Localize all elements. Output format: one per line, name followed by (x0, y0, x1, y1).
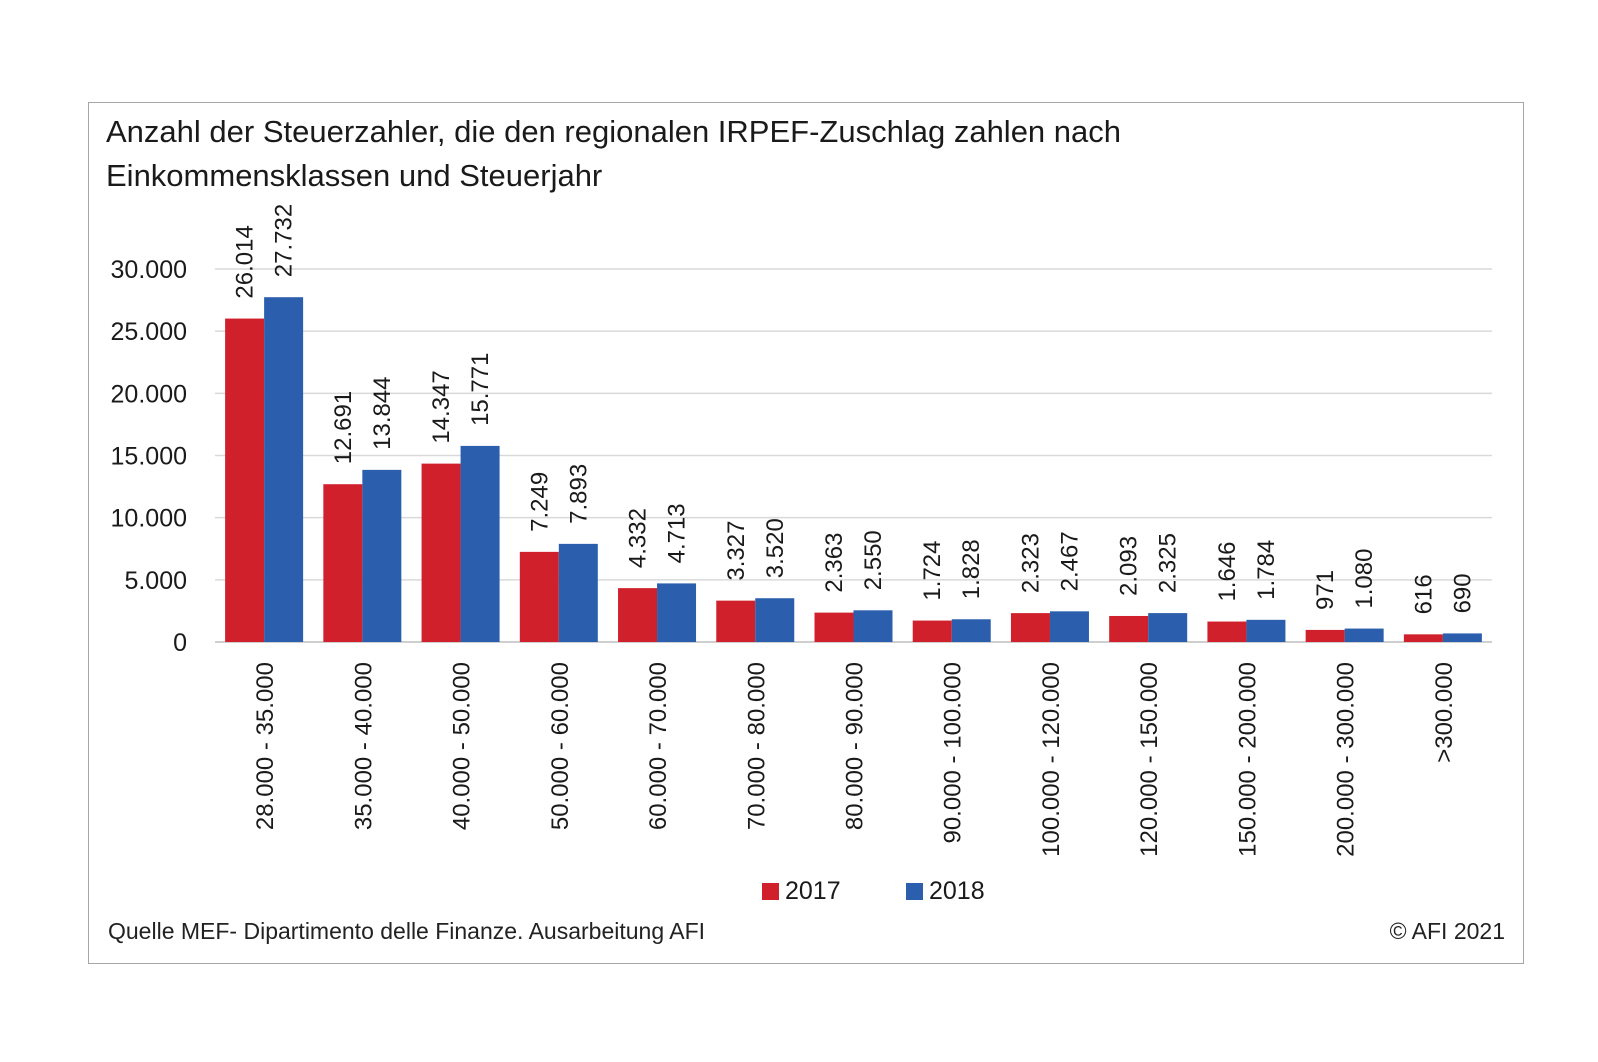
data-label-2017-1: 12.691 (330, 391, 357, 464)
bar-2018-4 (657, 583, 697, 642)
x-tick-label: >300.000 (1431, 662, 1458, 763)
data-label-2017-10: 1.646 (1214, 541, 1241, 601)
data-label-2018-11: 1.080 (1351, 549, 1378, 609)
y-tick-label: 15.000 (111, 443, 187, 471)
x-tick-label: 150.000 - 200.000 (1234, 662, 1261, 857)
bar-2017-6 (814, 612, 854, 642)
bar-2017-12 (1403, 634, 1443, 642)
chart-title-line-2: Einkommensklassen und Steuerjahr (106, 158, 603, 193)
bar-2018-7 (951, 619, 991, 642)
bar-2018-5 (755, 598, 795, 642)
data-label-2018-9: 2.325 (1155, 533, 1182, 593)
y-tick-label: 0 (173, 629, 187, 657)
y-tick-label: 5.000 (124, 567, 187, 595)
data-label-2018-7: 1.828 (958, 539, 985, 599)
bar-2018-1 (362, 469, 402, 642)
data-label-2017-6: 2.363 (821, 533, 848, 593)
bar-2018-10 (1246, 619, 1286, 642)
data-label-2017-2: 14.347 (428, 370, 455, 443)
legend-swatch-2018 (906, 882, 923, 900)
source-note: Quelle MEF- Dipartimento delle Finanze. … (108, 918, 706, 944)
bar-2017-9 (1109, 615, 1149, 642)
bar-2018-12 (1442, 633, 1482, 642)
data-label-2018-1: 13.844 (369, 376, 396, 449)
bar-2017-3 (519, 551, 559, 642)
chart-title: Anzahl der Steuerzahler, die den regiona… (106, 110, 1306, 198)
data-label-2018-2: 15.771 (467, 353, 494, 426)
chart-title-line-1: Anzahl der Steuerzahler, die den regiona… (106, 114, 1122, 149)
data-label-2018-4: 4.713 (664, 503, 691, 563)
x-tick-label: 80.000 - 90.000 (842, 662, 869, 830)
x-tick-label: 100.000 - 120.000 (1038, 662, 1065, 857)
y-tick-label: 30.000 (111, 256, 187, 284)
data-label-2018-3: 7.893 (565, 464, 592, 524)
bar-2018-3 (558, 543, 598, 642)
data-label-2018-12: 690 (1449, 573, 1476, 613)
x-tick-label: 200.000 - 300.000 (1333, 662, 1360, 857)
legend-label-2017: 2017 (785, 876, 841, 905)
bar-2018-8 (1049, 611, 1089, 642)
data-label-2018-6: 2.550 (860, 530, 887, 590)
data-label-2017-11: 971 (1312, 570, 1339, 610)
y-tick-label: 10.000 (111, 505, 187, 533)
y-tick-label: 20.000 (111, 380, 187, 408)
x-tick-label: 70.000 - 80.000 (743, 662, 770, 830)
data-label-2017-7: 1.724 (919, 541, 946, 601)
x-tick-label: 120.000 - 150.000 (1136, 662, 1163, 857)
x-tick-label: 40.000 - 50.000 (449, 662, 476, 830)
bar-2017-7 (912, 620, 952, 642)
legend-swatch-2017 (762, 882, 779, 900)
bar-2017-8 (1010, 613, 1050, 642)
bar-2018-6 (853, 610, 893, 642)
data-label-2018-10: 1.784 (1253, 540, 1280, 600)
data-label-2018-5: 3.520 (762, 518, 789, 578)
x-tick-label: 35.000 - 40.000 (350, 662, 377, 830)
legend-label-2018: 2018 (929, 876, 985, 905)
x-tick-label: 50.000 - 60.000 (547, 662, 574, 830)
bar-2017-0 (225, 318, 265, 642)
bar-2018-11 (1344, 628, 1384, 642)
data-label-2017-9: 2.093 (1116, 536, 1143, 596)
bar-2017-2 (421, 463, 461, 642)
data-label-2017-12: 616 (1410, 574, 1437, 614)
bar-2018-2 (460, 445, 500, 642)
data-label-2017-5: 3.327 (723, 521, 750, 581)
y-tick-label: 25.000 (111, 318, 187, 346)
data-label-2017-0: 26.014 (232, 225, 259, 298)
bar-2017-10 (1207, 621, 1247, 642)
data-label-2017-3: 7.249 (526, 472, 553, 532)
data-label-2017-8: 2.323 (1017, 533, 1044, 593)
x-tick-label: 28.000 - 35.000 (252, 662, 279, 830)
legend-item-2017: 2017 (762, 876, 841, 906)
bar-2018-9 (1148, 613, 1188, 642)
x-tick-label: 90.000 - 100.000 (940, 662, 967, 844)
bar-2017-4 (618, 588, 658, 642)
bar-2017-1 (323, 484, 363, 642)
data-label-2017-4: 4.332 (625, 508, 652, 568)
bar-2017-11 (1305, 629, 1345, 642)
data-label-2018-0: 27.732 (271, 204, 298, 277)
legend-item-2018: 2018 (906, 876, 985, 906)
copyright-note: © AFI 2021 (1389, 918, 1505, 944)
data-label-2018-8: 2.467 (1056, 531, 1083, 591)
chart-frame (88, 102, 1524, 964)
x-tick-label: 60.000 - 70.000 (645, 662, 672, 830)
bar-2017-5 (716, 600, 756, 642)
bar-2018-0 (264, 297, 304, 642)
